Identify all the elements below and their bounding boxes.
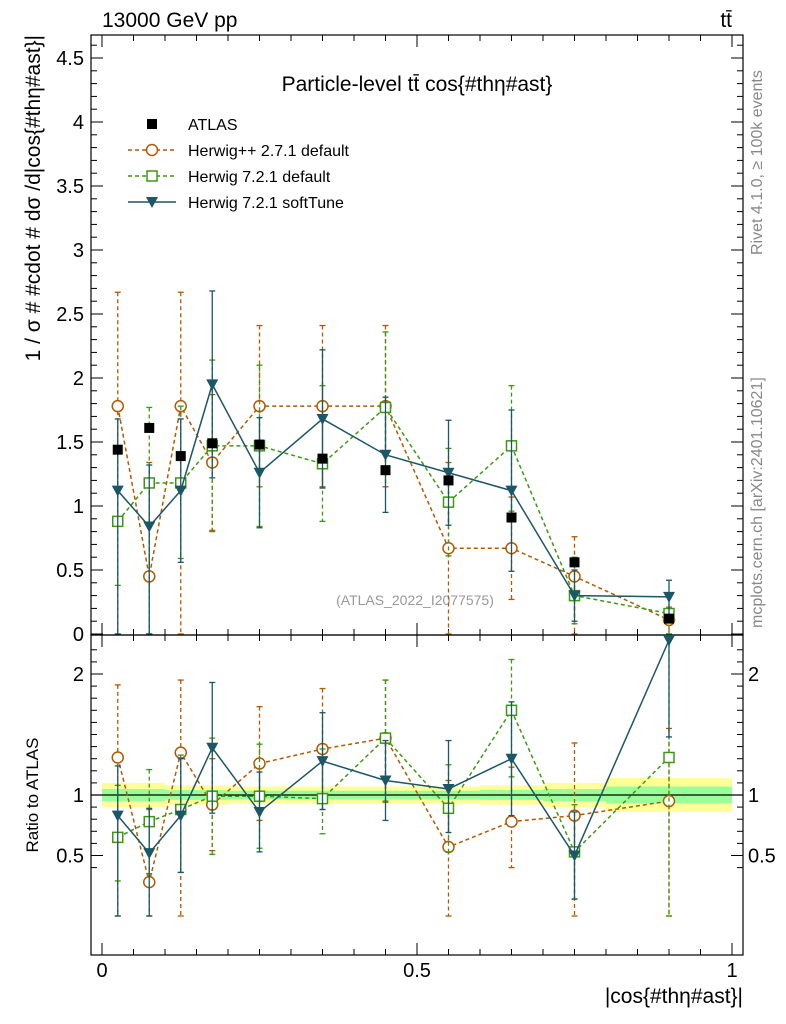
data-point	[506, 512, 517, 523]
data-point	[316, 413, 329, 425]
ratio-data-point	[143, 848, 156, 860]
series-line	[117, 403, 670, 621]
data-point	[569, 557, 580, 568]
main-y-tick-label: 0.5	[56, 560, 84, 582]
x-tick-label: 0.5	[403, 960, 431, 982]
plot-title: Particle-level tt̄ cos{#thη#ast}	[282, 73, 553, 96]
data-point	[442, 467, 455, 479]
data-point	[174, 485, 187, 497]
legend-label: Herwig++ 2.7.1 default	[188, 143, 350, 160]
x-tick-label: 0	[96, 960, 107, 982]
data-point	[663, 591, 675, 603]
ratio-y-tick-label: 2	[73, 664, 84, 686]
data-point	[568, 590, 581, 602]
legend-marker	[146, 170, 158, 182]
main-y-tick-label: 4.5	[56, 48, 84, 70]
ratio-data-point	[568, 850, 581, 862]
data-point	[254, 439, 265, 450]
ratio-y-tick-label: 1	[73, 785, 84, 807]
data-point	[379, 449, 392, 461]
ratio-panel: Ratio to ATLAS |cos{#thη#ast}| 0.5 0.5 1 1 2…	[23, 634, 776, 1008]
y-axis-label-ratio: Ratio to ATLAS	[23, 738, 42, 853]
data-point	[664, 613, 674, 624]
ratio-data-point	[206, 742, 219, 754]
ratio-y-tick-label-right: 0.5	[748, 846, 776, 868]
ratio-y-tick-label-right: 1	[748, 785, 759, 807]
ratio-y-tick-label-right: 2	[748, 664, 759, 686]
ratio-data-point	[379, 775, 392, 787]
data-point	[111, 485, 124, 497]
ratio-data-point	[505, 815, 518, 828]
legend-label: Herwig 7.2.1 default	[188, 169, 331, 186]
ratio-data-point	[442, 840, 455, 854]
series-atlas	[112, 422, 674, 624]
main-y-tick-label: 1	[73, 496, 84, 518]
series-herwig-2-7-1-default	[111, 291, 676, 635]
legend: ATLAS Herwig++ 2.7.1 default Herwig 7.2.1 …	[128, 117, 350, 212]
main-y-tick-label: 1.5	[56, 432, 84, 454]
data-point	[111, 399, 124, 413]
ratio-data-point	[442, 783, 455, 795]
ratio-data-point	[111, 810, 124, 822]
analysis-watermark: (ATLAS_2022_I2077575)	[336, 592, 494, 608]
series-herwig-7-2-1-default	[112, 331, 675, 635]
legend-label: Herwig 7.2.1 softTune	[188, 195, 344, 212]
series-herwig-7-2-1-softtune	[111, 290, 675, 635]
ratio-series-herwig-7-2-1-softtune	[111, 635, 675, 917]
series-line	[117, 382, 670, 598]
rivet-version-label: Rivet 4.1.0, ≥ 100k events	[749, 70, 766, 255]
main-y-tick-label: 2	[73, 368, 84, 390]
x-axis-label: |cos{#thη#ast}|	[605, 985, 743, 1008]
main-y-tick-label: 0	[73, 624, 84, 646]
mcplots-label: mcplots.cern.ch [arXiv:2401.10621]	[749, 377, 766, 628]
ratio-data-point	[505, 753, 518, 765]
x-tick-label: 1	[726, 960, 737, 982]
energy-label: 13000 GeV pp	[102, 9, 237, 32]
data-point	[443, 475, 454, 486]
data-point	[112, 444, 123, 455]
data-point	[175, 451, 186, 462]
main-y-tick-label: 2.5	[56, 304, 84, 326]
main-y-tick-label: 3.5	[56, 176, 84, 198]
data-point	[206, 379, 219, 391]
data-point	[253, 467, 266, 479]
ratio-data-point	[663, 635, 675, 647]
data-point	[505, 485, 518, 497]
ratio-data-point	[174, 810, 187, 822]
data-point	[143, 521, 156, 533]
ratio-data-point	[111, 751, 124, 764]
ratio-y-tick-label: 0.5	[56, 846, 84, 868]
data-point	[317, 453, 328, 464]
main-panel: Particle-level tt̄ cos{#thη#ast} 1 / σ #…	[22, 34, 744, 646]
ratio-series-line	[117, 737, 670, 883]
data-point	[380, 465, 391, 476]
series-line	[117, 406, 670, 615]
data-point	[144, 422, 155, 433]
ratio-series-line	[117, 639, 670, 858]
data-point	[207, 438, 218, 449]
main-y-tick-label: 4	[73, 112, 84, 134]
legend-label: ATLAS	[188, 117, 238, 134]
y-axis-label-main: 1 / σ # #cdot # dσ /d|cos{#thη#ast}|	[22, 35, 45, 361]
ratio-data-point	[253, 806, 266, 818]
process-label: tt̄	[720, 9, 732, 32]
ratio-data-point	[316, 756, 329, 768]
ratio-data-point	[663, 751, 675, 764]
legend-marker	[147, 119, 157, 129]
ratio-series-herwig-7-2-1-default	[112, 635, 675, 917]
legend-marker	[146, 197, 158, 208]
main-y-tick-label: 3	[73, 240, 84, 262]
legend-marker	[145, 143, 159, 157]
